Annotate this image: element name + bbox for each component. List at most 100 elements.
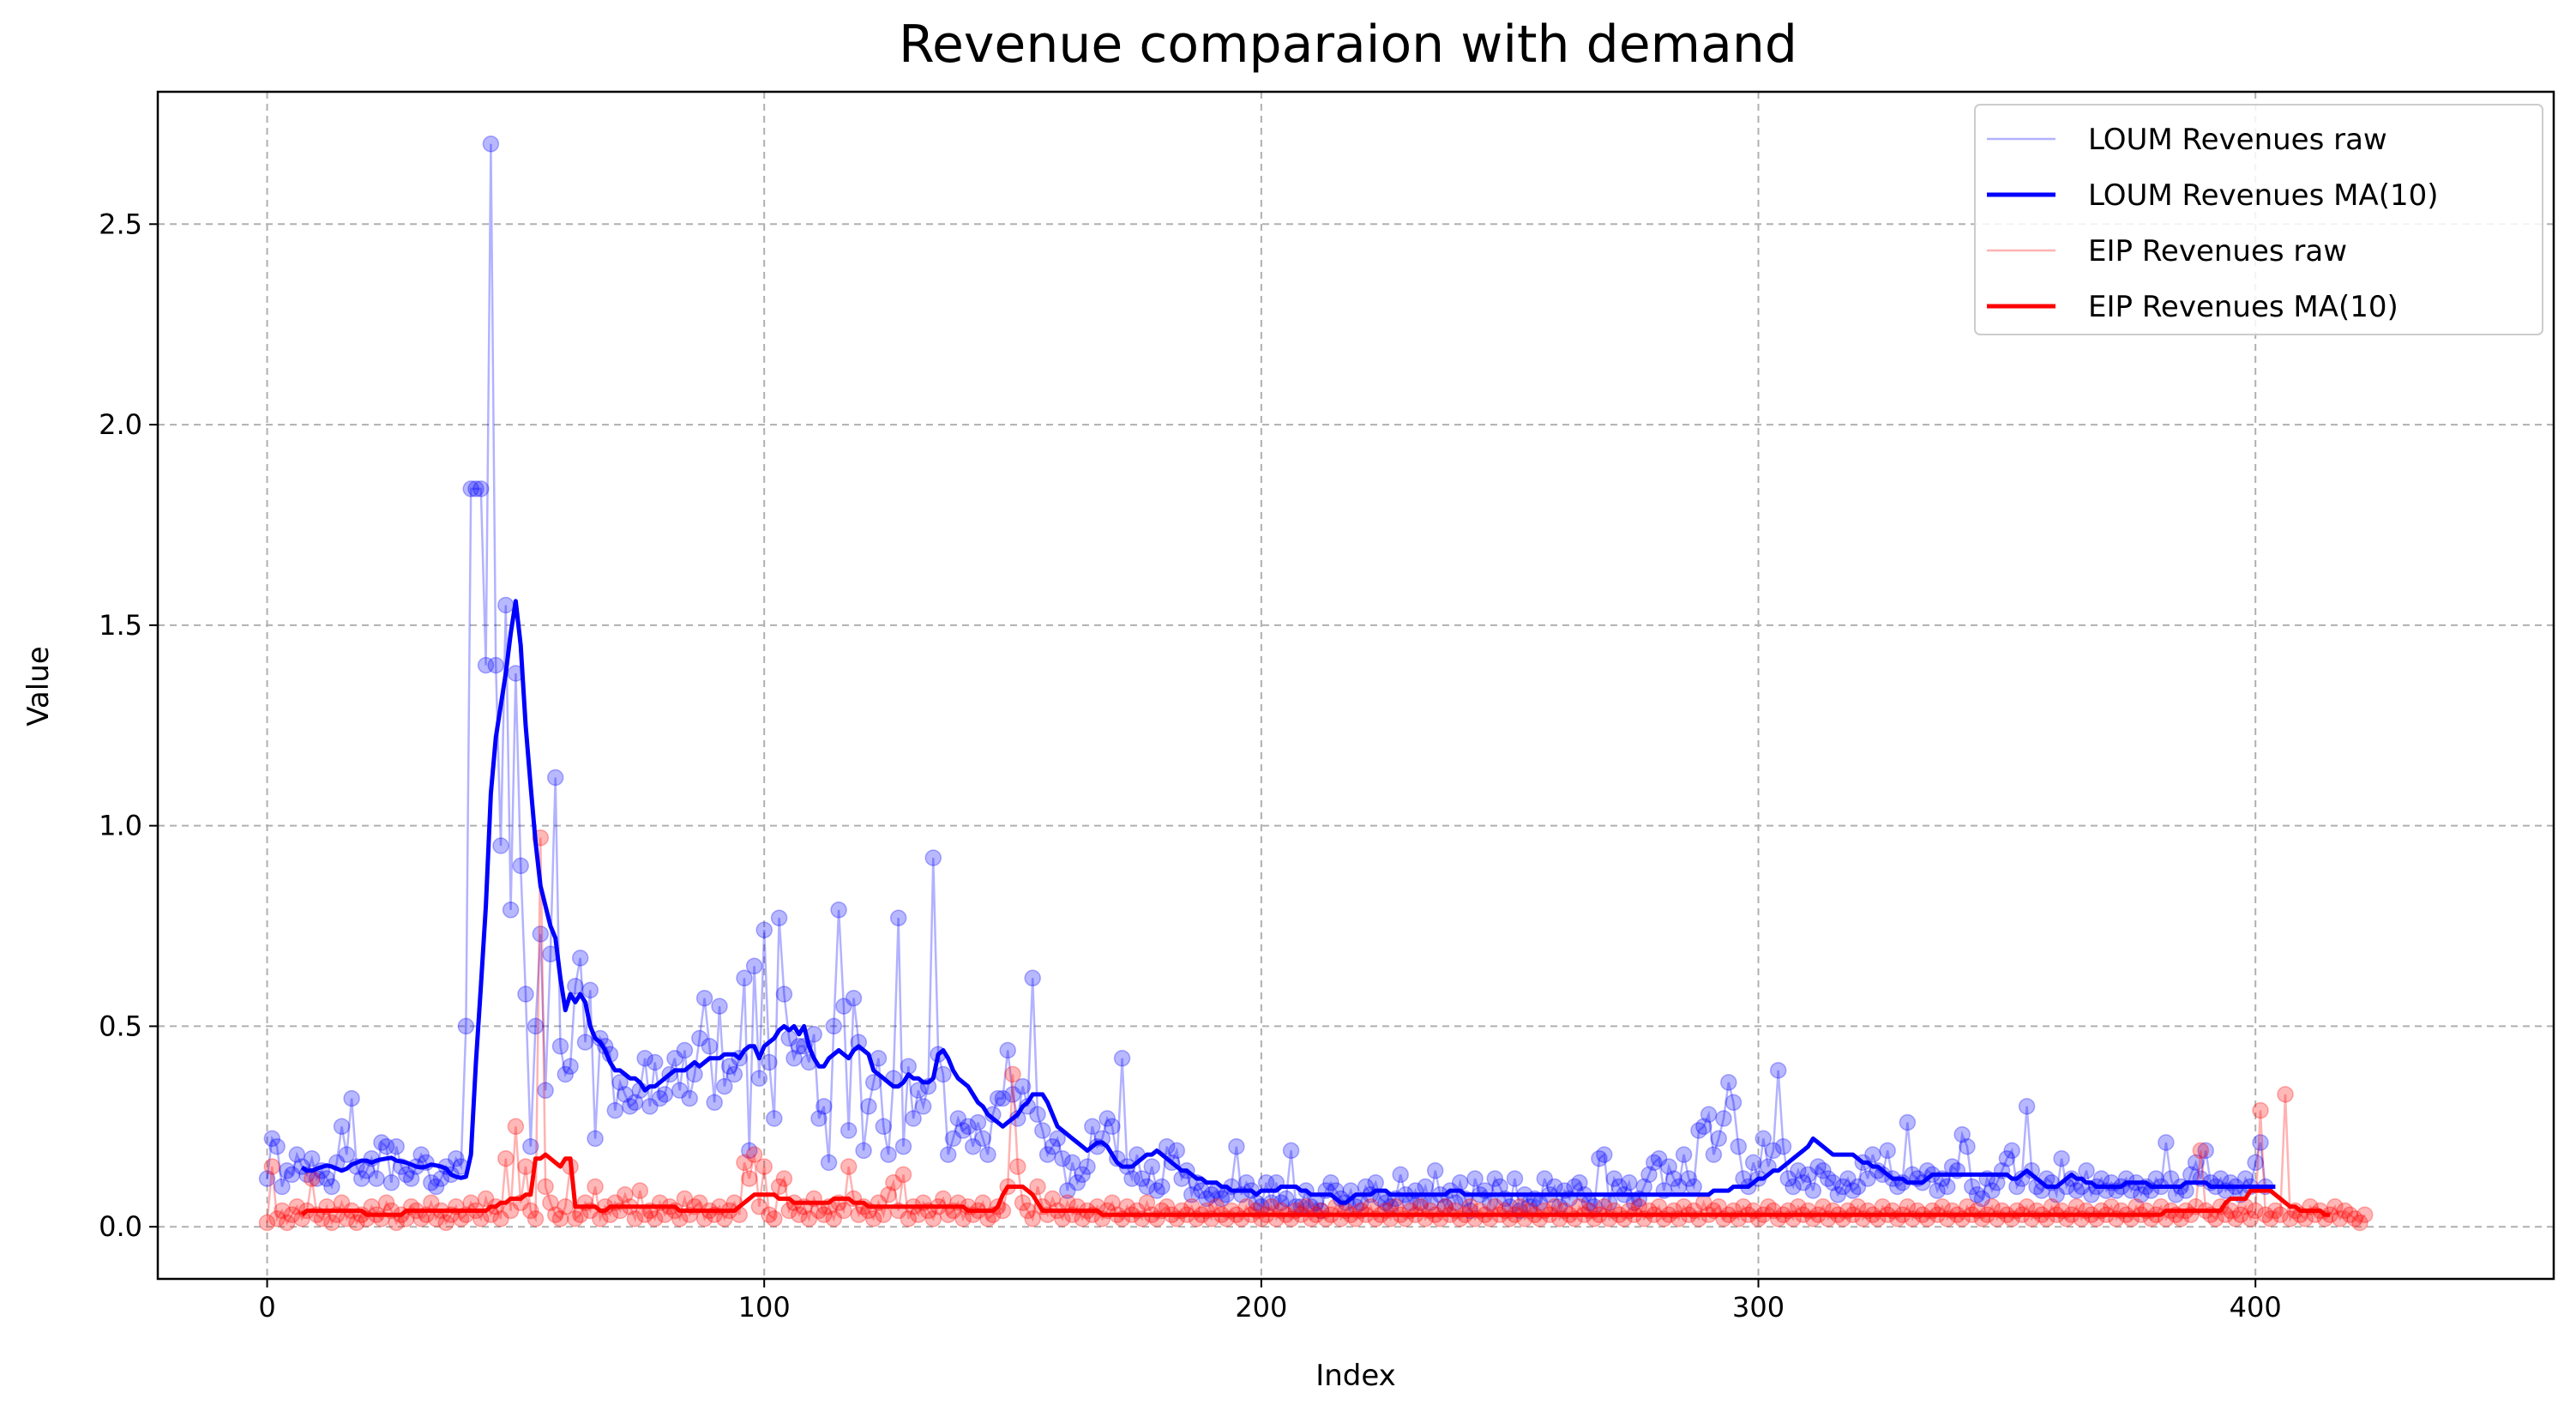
data-point (2197, 1142, 2214, 1160)
data-point (1605, 1170, 1623, 1187)
data-point (924, 849, 942, 866)
data-point (1059, 1182, 1076, 1199)
y-tick-label: 2.0 (99, 408, 142, 441)
data-point (1009, 1158, 1026, 1175)
data-point (2247, 1154, 2264, 1172)
data-point (2053, 1149, 2070, 1167)
data-point (1104, 1118, 1121, 1136)
data-point (2018, 1098, 2036, 1115)
data-point (954, 1122, 972, 1139)
data-point (1079, 1158, 1096, 1175)
data-point (894, 1137, 912, 1155)
data-point (358, 1162, 376, 1179)
data-point (352, 1170, 370, 1187)
data-point (2158, 1134, 2175, 1151)
data-point (875, 1206, 893, 1223)
data-point (303, 1149, 321, 1167)
data-point (1998, 1149, 2016, 1167)
data-point (402, 1170, 420, 1187)
data-point (621, 1098, 639, 1115)
data-point (611, 1074, 629, 1091)
data-point (2326, 1198, 2344, 1215)
data-point (1019, 1202, 1037, 1220)
data-point (1074, 1166, 1091, 1184)
data-point (581, 981, 599, 999)
data-point (1591, 1149, 1608, 1167)
data-point (268, 1137, 286, 1155)
data-point (755, 1158, 773, 1175)
data-point (969, 1113, 987, 1131)
data-point (1536, 1170, 1554, 1187)
data-point (1113, 1050, 1131, 1067)
data-point (1426, 1162, 1444, 1179)
data-point (437, 1214, 454, 1232)
data-point (666, 1050, 683, 1067)
data-point (1621, 1174, 1638, 1191)
data-point (467, 480, 485, 497)
y-tick-label: 2.5 (99, 208, 142, 240)
data-point (775, 986, 793, 1003)
data-point (900, 1210, 918, 1227)
data-point (2351, 1214, 2368, 1232)
legend-label: LOUM Revenues raw (2088, 123, 2387, 157)
data-point (1278, 1190, 1295, 1208)
data-point (736, 969, 753, 987)
chart-title: Revenue comparaion with demand (899, 15, 1797, 75)
data-point (845, 989, 863, 1007)
data-point (2282, 1210, 2299, 1227)
data-point (1506, 1170, 1524, 1187)
data-point (2192, 1142, 2210, 1160)
data-point (557, 1198, 575, 1215)
data-point (1044, 1190, 1062, 1208)
data-point (1899, 1113, 1917, 1131)
data-point (1779, 1170, 1797, 1187)
data-point (318, 1170, 335, 1187)
data-point (750, 1070, 768, 1087)
legend-label: LOUM Revenues MA(10) (2088, 178, 2439, 213)
data-point (1273, 1194, 1290, 1211)
data-point (2346, 1210, 2363, 1227)
data-point (875, 1118, 893, 1136)
data-point (994, 1089, 1012, 1107)
data-point (1024, 1210, 1041, 1227)
data-point (567, 1210, 584, 1227)
data-point (1794, 1174, 1812, 1191)
data-point (761, 1053, 778, 1071)
data-point (1123, 1170, 1141, 1187)
data-point (398, 1166, 415, 1184)
data-point (2252, 1134, 2269, 1151)
data-point (840, 1122, 858, 1139)
data-point (1034, 1122, 1051, 1139)
data-point (432, 1170, 450, 1187)
data-point (1014, 1194, 1032, 1211)
data-point (546, 769, 564, 787)
series-0 (258, 136, 2274, 1220)
data-point (423, 1174, 440, 1191)
data-point (2252, 1101, 2269, 1119)
data-point (1695, 1118, 1712, 1136)
data-point (1705, 1146, 1723, 1163)
data-point (1964, 1178, 1981, 1196)
data-point (1262, 1194, 1280, 1211)
data-point (258, 1170, 276, 1187)
data-point (562, 1058, 579, 1075)
data-point (1153, 1178, 1171, 1196)
data-point (472, 480, 490, 497)
data-point (1815, 1162, 1832, 1179)
data-point (1819, 1170, 1837, 1187)
x-tick-label: 300 (1732, 1291, 1785, 1324)
data-point (537, 1082, 554, 1099)
data-point (283, 1206, 301, 1223)
data-point (954, 1210, 972, 1227)
data-point (1029, 1106, 1046, 1124)
data-point (924, 1210, 942, 1227)
data-point (999, 1041, 1016, 1059)
data-point (1198, 1190, 1215, 1208)
data-point (2341, 1206, 2359, 1223)
data-point (382, 1174, 400, 1191)
data-point (2232, 1206, 2249, 1223)
data-point (303, 1170, 321, 1187)
data-point (716, 1077, 733, 1095)
data-point (1724, 1094, 1742, 1112)
data-point (1730, 1137, 1748, 1155)
